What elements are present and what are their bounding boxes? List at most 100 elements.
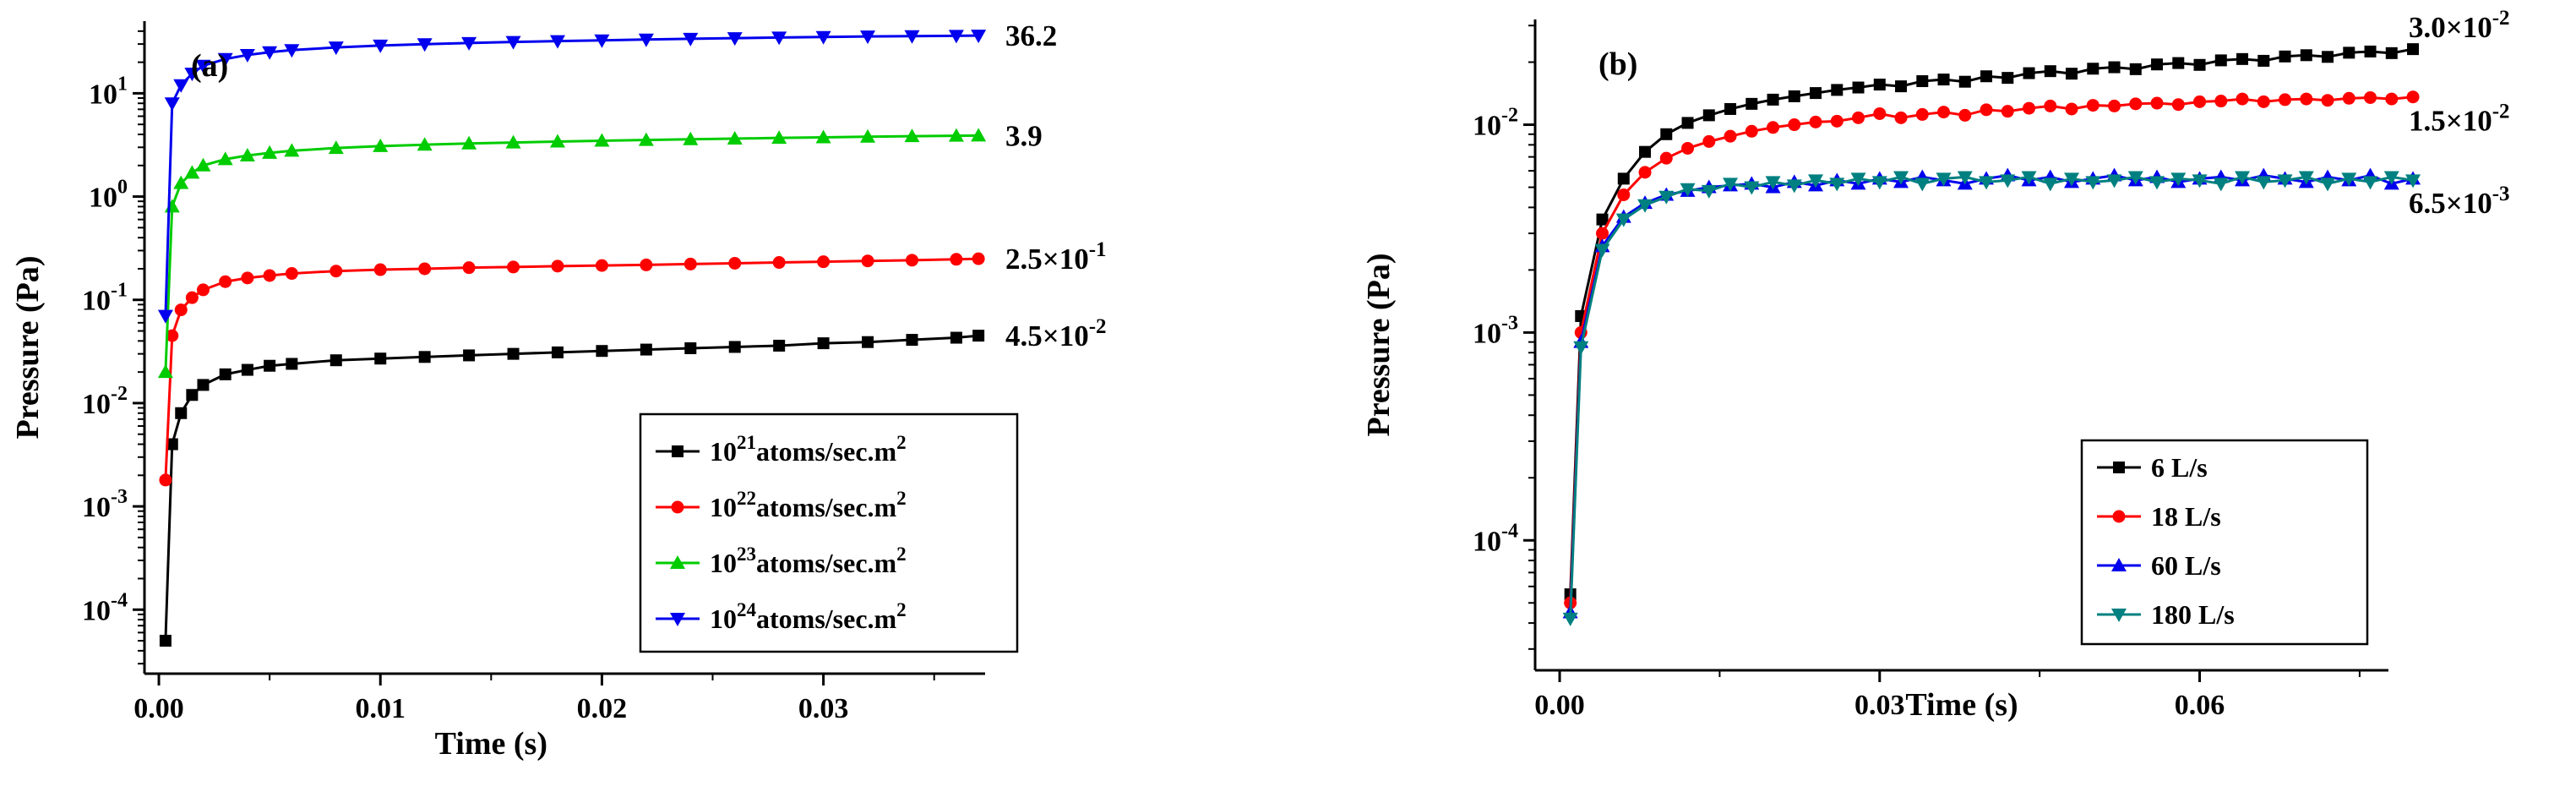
series-marker-circle [507,260,520,274]
series-marker-square [1702,109,1715,122]
series-marker-square [1873,79,1886,91]
series-marker-triangle-down [2298,171,2314,185]
series-marker-circle [219,275,232,288]
series-marker-circle [2300,92,2313,106]
series-marker-square [2023,67,2035,79]
series-marker-circle [2321,94,2334,107]
series-marker-triangle-down [2362,176,2378,190]
legend-item: 6 L/s [2097,452,2208,483]
series-marker-circle [329,265,343,278]
series-marker-square [2066,68,2078,80]
series-marker-triangle-down [2106,174,2122,188]
series-marker-square [1980,70,1993,83]
series-marker-triangle-down [2320,178,2336,192]
series-marker-square [2172,57,2185,69]
series-marker-square [166,438,178,451]
legend-item: 18 L/s [2097,501,2221,532]
series-marker-triangle-up [670,555,685,569]
series-marker-triangle-down [2235,171,2251,185]
series-marker-square [286,358,298,370]
x-tick-label: 0.00 [1534,690,1585,721]
series-marker-square [1617,172,1630,185]
panel-label: (a) [191,48,228,84]
series-marker-square [1852,81,1865,94]
legend-item-label: 1024atoms/sec.m2 [710,599,907,634]
series-marker-triangle-down [1850,172,1866,187]
x-tick-label: 0.03 [798,693,849,724]
series-marker-square [1788,90,1800,102]
series-marker-triangle-down [217,52,233,67]
series-marker-square [175,407,188,419]
series-marker-triangle-down [417,38,433,52]
series-marker-triangle-down [184,68,200,82]
series-marker-circle [772,256,786,270]
series-marker-triangle-up [217,151,233,166]
series-marker-triangle-down [2000,174,2016,188]
series-marker-circle [1596,227,1609,240]
series-marker-triangle-up [594,133,610,147]
x-tick-label: 0.03 [1854,690,1905,721]
series-marker-triangle-down [727,32,743,46]
series-marker-circle [2108,99,2121,112]
series-marker-square [1958,75,1971,88]
series-marker-triangle-up [860,128,876,143]
series-marker-square [219,368,231,380]
series-marker-square [2151,58,2164,71]
series-marker-square [950,331,962,344]
series-marker-triangle-up [239,147,255,161]
series-marker-circle [671,500,684,514]
x-tick-label: 0.00 [133,693,184,724]
series-marker-triangle-up [328,140,344,155]
series-3 [1562,171,2421,626]
legend: 1021atoms/sec.m2 1022atoms/sec.m2 1023atom… [639,412,1019,653]
series-marker-circle [1830,114,1844,128]
series-marker-circle [1873,107,1887,120]
series-marker-square [507,347,520,360]
series-marker-square [2257,54,2270,67]
asymptote-label: 2.5×10-1 [1005,238,1107,276]
series-marker-square [2364,45,2377,57]
y-axis-title: Pressure (Pa) [10,255,46,439]
series-marker-triangle-down [638,33,654,47]
series-marker-square [2385,46,2398,59]
series-marker-triangle-down [2256,176,2272,190]
series-marker-square [2236,52,2249,65]
series-marker-square [773,339,786,352]
series-marker-triangle-down [1744,181,1760,195]
series-marker-circle [263,269,276,282]
series-marker-square [2113,462,2125,473]
series-marker-square [1916,75,1929,88]
series-marker-triangle-down [164,97,180,112]
legend-item: 1021atoms/sec.m2 [656,432,907,467]
series-marker-square [906,334,918,347]
series-marker-circle [861,254,874,268]
series-marker-circle [1852,111,1865,124]
series-marker-square [1767,93,1779,106]
series-marker-triangle-down [1957,171,1973,185]
series-marker-square [186,389,199,401]
series-marker-square [374,352,387,365]
series-marker-circle [373,263,387,276]
series-marker-triangle-down [1615,213,1631,227]
legend-item: 1022atoms/sec.m2 [656,488,907,522]
series-marker-square [2129,63,2142,75]
panel-b-chart: 10-4 10-3 10-2 0.00 0.03 0.06 (b) Pressure (Pa)… [1361,7,2510,723]
series-marker-triangle-up [262,145,278,159]
series-marker-triangle-down [505,36,521,50]
series-marker-square [862,336,874,348]
series-marker-circle [728,256,742,270]
series-marker-circle [1617,188,1631,201]
series-marker-circle [2214,95,2228,108]
panel-a-chart: 10-4 10-3 10-2 10-1 100 101 0.00 0.01 0.02 0.03 (a… [10,19,1107,762]
series-marker-triangle-up [948,128,964,142]
series-marker-triangle-down [1808,174,1824,188]
series-marker-triangle-up [815,129,831,144]
series-marker-circle [551,259,564,273]
series-marker-triangle-down [1829,178,1845,192]
legend-item-label: 6 L/s [2151,452,2208,483]
series-marker-square [1810,87,1822,100]
series-marker-triangle-down [2405,174,2421,188]
series-marker-circle [1915,107,1929,121]
series-marker-square [1596,213,1609,226]
